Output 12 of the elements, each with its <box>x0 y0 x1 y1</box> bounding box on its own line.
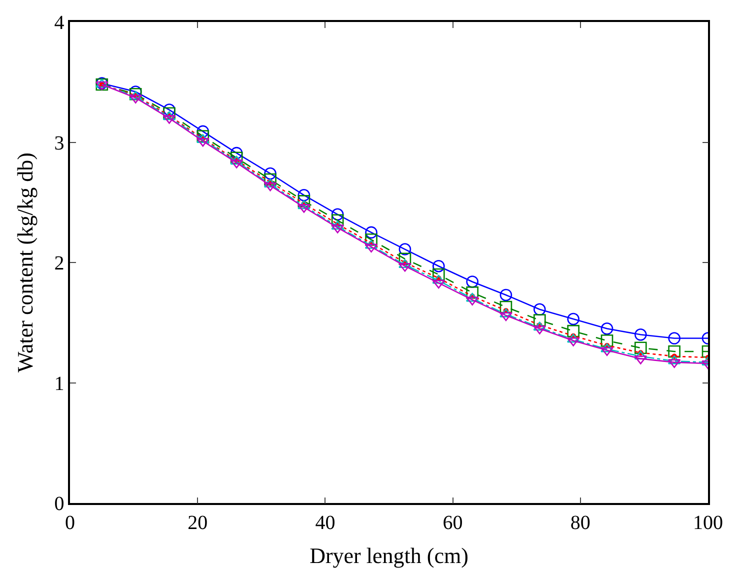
x-axis-title: Dryer length (cm) <box>310 543 468 568</box>
x-tick-label: 20 <box>188 512 208 534</box>
y-tick-label: 4 <box>54 12 64 34</box>
x-tick-label: 60 <box>442 512 463 534</box>
x-tick-label: 80 <box>570 512 590 534</box>
y-tick-label: 0 <box>54 493 64 515</box>
x-tick-label: 40 <box>315 512 336 534</box>
x-tick-label: 100 <box>693 512 723 534</box>
y-axis-title: Water content (kg/kg db) <box>12 152 38 372</box>
y-tick-label: 3 <box>54 132 64 154</box>
y-tick-label: 1 <box>54 372 64 395</box>
y-tick-label: 2 <box>54 252 64 274</box>
